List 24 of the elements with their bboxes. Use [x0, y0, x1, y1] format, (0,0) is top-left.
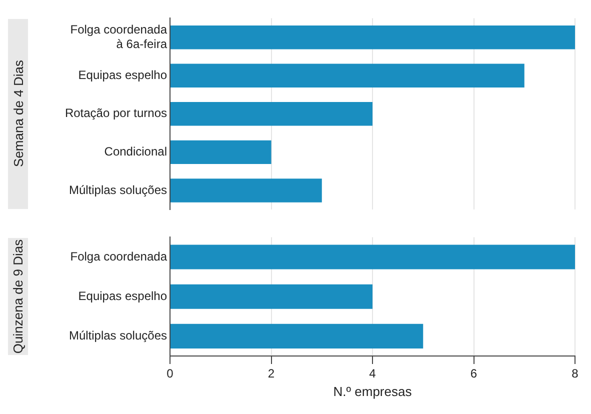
y-tick-label: Folga coordenada à 6a-feira — [70, 22, 168, 51]
x-tick-label: 2 — [268, 366, 275, 381]
y-axis-title: Quinzena de 9 Dias — [10, 239, 26, 354]
bar — [170, 25, 575, 50]
bar — [170, 244, 575, 270]
bar — [170, 140, 272, 164]
y-tick-label: Equipas espelho — [78, 288, 168, 303]
y-tick-label: Folga coordenada — [70, 249, 168, 264]
bar — [170, 284, 372, 309]
y-tick-label: Múltiplas soluções — [68, 182, 167, 197]
x-axis-title: N.º empresas — [333, 384, 412, 399]
x-tick-label: 4 — [369, 366, 376, 381]
bar — [170, 64, 524, 88]
y-tick-label: Condicional — [104, 144, 167, 158]
bar — [170, 324, 424, 348]
x-tick-label: 8 — [572, 366, 579, 381]
x-tick-label: 6 — [470, 366, 478, 381]
x-tick-label: 0 — [166, 366, 174, 381]
bar — [170, 102, 372, 126]
y-tick-label: Rotação por turnos — [64, 106, 167, 120]
y-tick-label: Múltiplas soluções — [68, 328, 167, 343]
y-tick-label: Equipas espelho — [78, 68, 168, 82]
bar — [170, 178, 322, 202]
y-axis-title: Semana de 4 Dias — [10, 60, 26, 168]
